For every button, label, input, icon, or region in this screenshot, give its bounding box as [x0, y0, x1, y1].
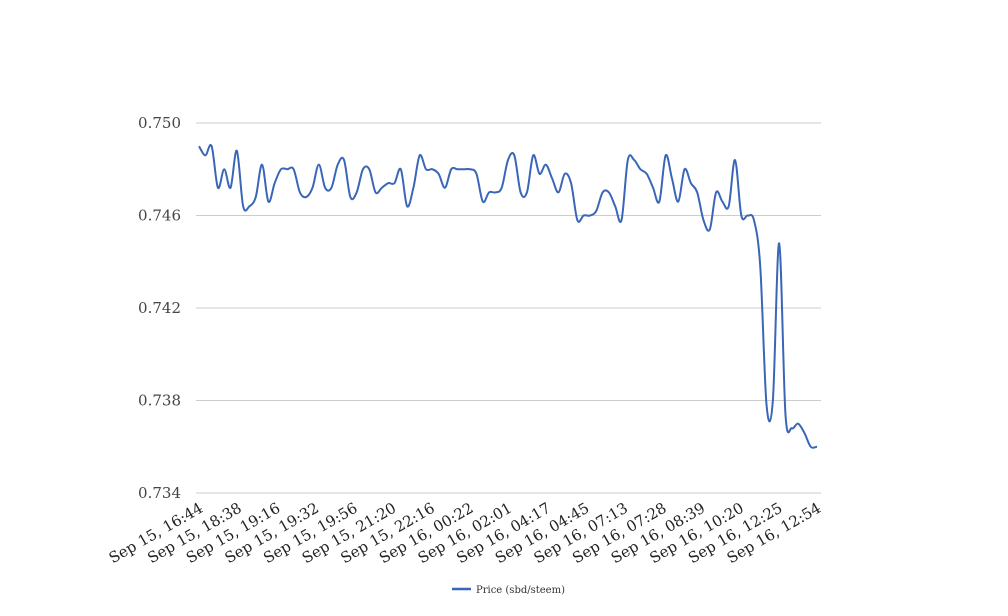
legend-label: Price (sbd/steem)	[476, 585, 565, 596]
y-tick-label: 0.734	[138, 484, 181, 502]
series-group	[198, 143, 818, 449]
y-tick-label: 0.750	[138, 114, 181, 132]
y-tick-label: 0.746	[138, 207, 181, 225]
y-axis-ticks: 0.734 0.738 0.742 0.746 0.750	[138, 114, 181, 502]
legend[interactable]: Price (sbd/steem)	[452, 585, 565, 596]
y-tick-label: 0.738	[138, 392, 181, 410]
y-tick-label: 0.742	[138, 299, 181, 317]
series-line-price	[198, 143, 818, 449]
gridlines	[196, 122, 821, 494]
